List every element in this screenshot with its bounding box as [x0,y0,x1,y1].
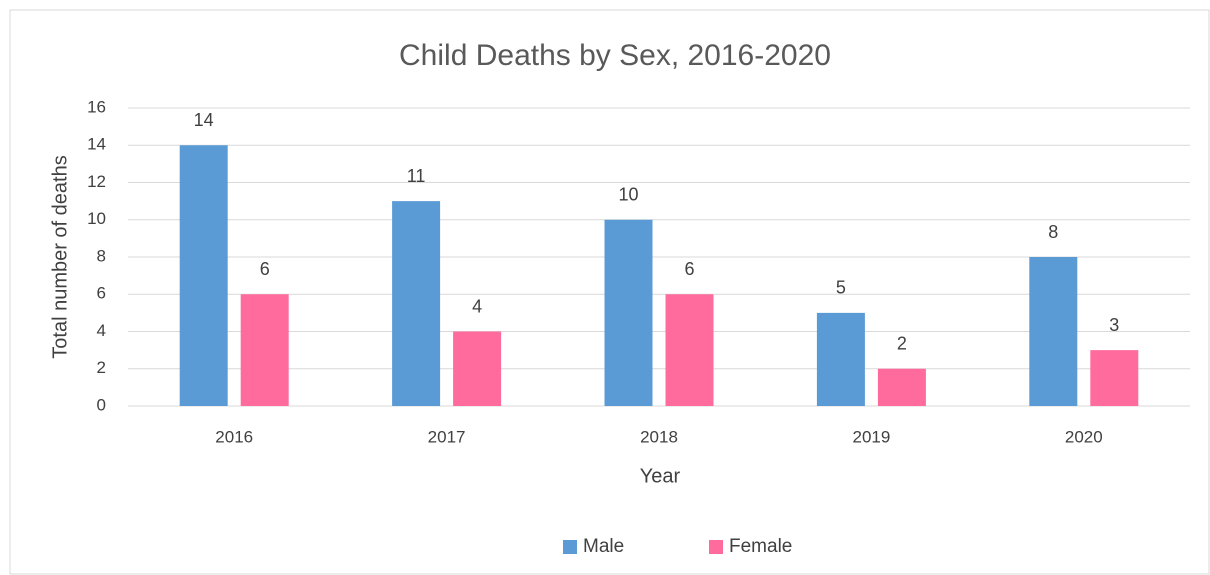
legend-swatch [709,540,723,554]
y-tick-label: 12 [87,172,106,191]
chart-title: Child Deaths by Sex, 2016-2020 [399,39,831,72]
y-tick-label: 16 [87,97,106,116]
bar [877,368,926,406]
legend-label: Male [583,536,624,557]
bar [816,312,865,406]
y-tick-label: 14 [87,135,106,154]
bar [179,145,228,406]
x-tick-label: 2016 [215,427,253,446]
x-tick-label: 2020 [1065,427,1103,446]
x-tick-label: 2017 [428,427,466,446]
data-label: 6 [260,259,270,279]
bar [453,331,502,406]
y-tick-label: 2 [97,358,106,377]
bar [665,294,714,406]
data-label: 3 [1109,315,1119,335]
y-tick-label: 4 [97,321,106,340]
bar [392,201,441,406]
y-axis-label: Total number of deaths [49,155,71,358]
data-label: 6 [684,259,694,279]
bar [1090,350,1139,406]
data-label: 14 [194,110,214,130]
bar [240,294,289,406]
y-tick-label: 10 [87,209,106,228]
x-tick-label: 2018 [640,427,678,446]
data-label: 10 [618,185,638,205]
legend-swatch [563,540,577,554]
data-label: 8 [1048,222,1058,242]
x-axis-label: Year [640,465,681,487]
data-label: 4 [472,296,482,316]
data-label: 5 [836,278,846,298]
y-tick-label: 8 [97,246,106,265]
legend-label: Female [729,536,792,557]
y-tick-label: 0 [97,395,106,414]
bar [1029,257,1078,406]
data-label: 2 [897,334,907,354]
bar [604,219,653,406]
data-label: 11 [407,166,426,186]
y-tick-label: 6 [97,284,106,303]
x-tick-label: 2019 [852,427,890,446]
